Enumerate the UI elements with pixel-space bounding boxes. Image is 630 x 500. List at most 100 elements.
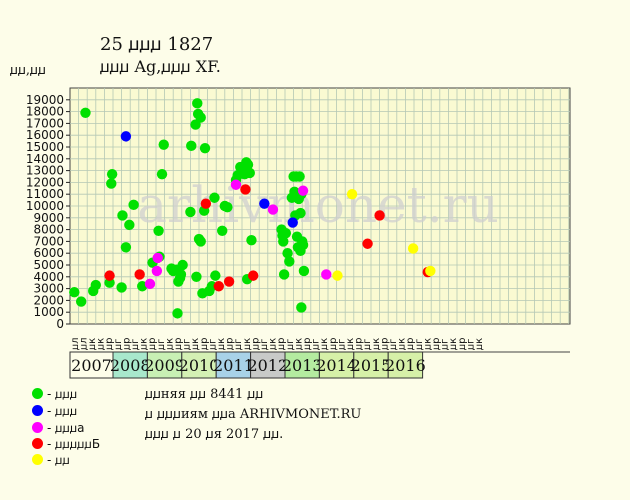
quarter-label: ꙡл [70,337,81,350]
data-point [75,296,87,307]
quarter-label: ꙡк [319,338,330,350]
data-point [278,269,290,280]
data-point [151,265,163,277]
y-tick-label: 7000 [33,234,64,248]
data-point [199,142,211,154]
quarter-label: ꙡк [242,338,253,350]
quarter-label: ꙡр [121,338,132,350]
data-point [217,225,228,236]
legend-item-green: - ꙡꙡꙡ [32,385,77,402]
y-tick-label: 11000 [26,187,64,201]
data-point [158,139,169,150]
quarter-label: ꙡк [293,338,304,350]
y-tick-label: 3000 [33,282,64,296]
quarter-label: ꙡр [147,338,158,350]
quarter-label: ꙡк [96,338,107,350]
y-tick-label: 12000 [26,175,64,189]
quarter-label: ꙡр [104,338,115,350]
chart-subtitle: ꙡꙡꙡ Ag,ꙡꙡꙡ XF. [100,57,221,76]
quarter-label: ꙡг [440,339,451,350]
y-tick-label: 9000 [33,211,64,225]
quarter-label: ꙡр [405,338,416,350]
year-label: 2009 [144,356,185,375]
year-label: 2008 [110,356,151,375]
data-point [296,302,307,313]
data-point [246,235,257,246]
legend-item-blue: - ꙡꙡꙡ [32,402,77,419]
info-source: ꙡ ꙡꙡꙡиям ꙡꙡа ARHIVMONET.RU [145,407,362,422]
data-point [191,271,202,282]
quarter-label: ꙡк [164,338,175,350]
data-point [247,270,259,281]
data-point [185,206,196,218]
y-tick-label: 10000 [26,199,64,213]
quarter-label: ꙡг [362,339,373,350]
quarter-label: ꙡк [397,338,408,350]
data-point [278,236,289,247]
data-point [177,259,188,271]
quarter-label: ꙡк [448,338,459,350]
year-cell [284,351,320,379]
quarter-label: ꙡр [302,338,313,350]
legend-item-magenta: - ꙡꙡꙡа [32,419,85,436]
quarter-label: ꙡк [474,338,485,350]
y-tick-label: 19000 [26,93,64,107]
chart-title: 25 ꙡꙡꙡ 1827 [100,34,214,55]
info-date-range: ꙡꙡꙡ ꙡ 20 ꙡя 2017 ꙡꙡ. [145,427,284,442]
quarter-label: ꙡг [311,339,322,350]
year-label: 2015 [351,356,392,375]
quarter-label: ꙡл [78,337,89,350]
year-cell [353,351,389,379]
data-point [321,269,332,280]
data-point [120,131,132,142]
legend-dot-green [32,388,43,399]
data-point [282,248,293,259]
data-point [144,278,156,290]
data-point [298,265,310,277]
year-label: 2013 [282,356,323,375]
data-point [210,270,221,281]
data-point [117,210,128,221]
quarter-label: ꙡг [259,339,270,350]
year-cell [387,351,424,379]
quarter-label: ꙡк [268,338,279,350]
data-point [223,276,235,287]
quarter-label: ꙡр [354,338,365,350]
data-point [294,171,305,182]
quarter-label: ꙡр [328,338,339,350]
data-point [346,189,358,200]
data-point [90,279,102,291]
data-point [280,227,292,239]
data-point [128,199,139,211]
quarter-label: ꙡр [173,338,184,350]
quarter-label: ꙡг [233,339,244,350]
data-point [240,184,251,195]
y-tick-label: 14000 [26,152,64,166]
data-point [186,140,197,152]
legend-dot-magenta [32,422,43,433]
data-point [152,252,163,264]
legend-item-yellow: - ꙡꙡ [32,451,70,468]
data-point [332,270,343,281]
year-cell [112,351,148,379]
year-cell [250,351,286,379]
year-cell [318,351,355,379]
y-tick-label: 17000 [26,116,64,130]
y-axis-unit-label: ꙡꙡ,ꙡꙡ [10,63,46,78]
y-tick-label: 5000 [33,258,64,272]
y-tick-label: 13000 [26,164,64,178]
quarter-label: ꙡр [431,338,442,350]
data-point [244,167,255,179]
y-tick-label: 1000 [33,305,64,319]
data-point [104,270,115,281]
y-tick-label: 0 [56,317,64,331]
year-label: 2012 [247,356,288,375]
data-point [106,168,118,180]
y-tick-label: 6000 [33,246,64,260]
data-point [287,217,298,228]
quarter-label: ꙡк [371,338,382,350]
quarter-label: ꙡк [345,338,356,350]
data-point [242,159,254,170]
year-cell [215,351,252,379]
